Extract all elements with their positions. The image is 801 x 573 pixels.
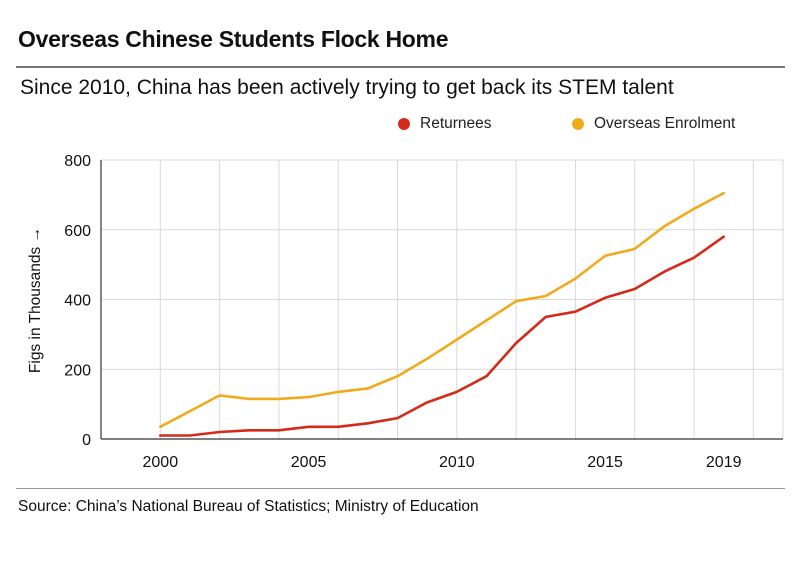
chart-area: 0 200 400 600 800 2000 2005 2010 2015 2019 [0, 140, 801, 480]
x-tick-label: 2019 [706, 454, 742, 471]
x-tick-label: 2015 [587, 454, 623, 471]
legend-item-returnees: Returnees [398, 115, 492, 133]
source-note: Source: China’s National Bureau of Stati… [18, 498, 479, 515]
y-tick-label: 200 [64, 362, 91, 379]
series-line-returnees [159, 235, 726, 437]
x-tick-label: 2005 [291, 454, 327, 471]
y-tick-label: 800 [64, 153, 91, 170]
legend: Returnees Overseas Enrolment [0, 115, 801, 135]
y-tick-label: 400 [64, 293, 91, 310]
legend-label-returnees: Returnees [420, 115, 492, 132]
legend-swatch-overseas [572, 118, 584, 130]
chart-title: Overseas Chinese Students Flock Home [18, 26, 449, 52]
y-tick-label: 0 [82, 432, 91, 449]
x-tick-label: 2000 [143, 454, 179, 471]
chart-subtitle: Since 2010, China has been actively tryi… [20, 76, 674, 99]
y-tick-label: 600 [64, 223, 91, 240]
x-tick-label: 2010 [439, 454, 475, 471]
legend-label-overseas: Overseas Enrolment [594, 115, 736, 132]
footer-divider [16, 488, 785, 489]
title-divider [16, 66, 785, 68]
line-chart: 0 200 400 600 800 2000 2005 2010 2015 2019 [64, 153, 784, 471]
legend-swatch-returnees [398, 118, 410, 130]
series-line-overseas-enrolment [159, 191, 726, 429]
legend-item-overseas: Overseas Enrolment [572, 115, 735, 133]
